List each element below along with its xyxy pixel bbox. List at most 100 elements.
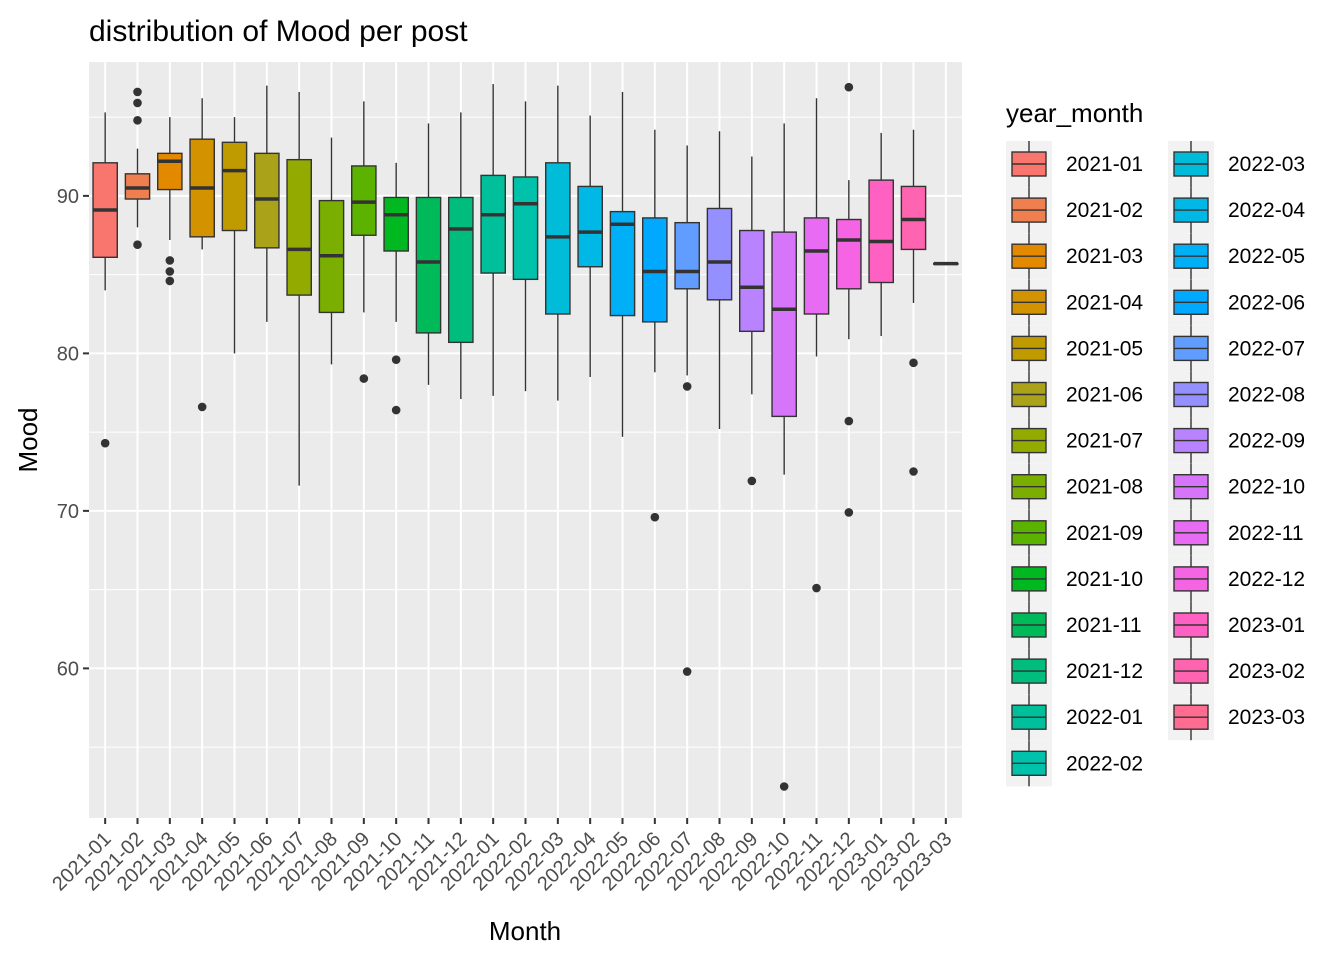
legend-label: 2022-12 bbox=[1228, 568, 1305, 591]
outlier-point bbox=[165, 256, 175, 265]
legend-item-2022-05: 2022-05 bbox=[1168, 233, 1305, 280]
legend-label: 2021-09 bbox=[1066, 522, 1143, 545]
box-2023-01 bbox=[868, 132, 894, 337]
outlier-point bbox=[165, 267, 175, 276]
legend-item-2021-10: 2021-10 bbox=[1006, 555, 1143, 602]
legend-label: 2022-08 bbox=[1228, 384, 1305, 407]
legend-item-2021-02: 2021-02 bbox=[1006, 187, 1143, 234]
legend-label: 2022-09 bbox=[1228, 430, 1305, 453]
legend-label: 2021-05 bbox=[1066, 337, 1143, 360]
box-body bbox=[836, 218, 862, 290]
legend-item-2022-06: 2022-06 bbox=[1168, 279, 1305, 326]
legend-item-2022-08: 2022-08 bbox=[1168, 371, 1305, 418]
legend: 2021-01 2021-02 2021-03 2021-04 2021-05 2021-… bbox=[1006, 141, 1305, 787]
legend-label: 2023-03 bbox=[1228, 706, 1305, 729]
box-2021-02 bbox=[124, 87, 151, 249]
legend-label: 2022-01 bbox=[1066, 706, 1143, 729]
box-2021-04 bbox=[189, 98, 215, 412]
x-axis-label: Month bbox=[489, 916, 561, 946]
legend-item-2022-12: 2022-12 bbox=[1168, 555, 1305, 602]
y-tick-label: 60 bbox=[57, 658, 79, 680]
legend-item-2022-10: 2022-10 bbox=[1168, 463, 1305, 510]
box-2022-03 bbox=[545, 85, 571, 401]
box-2022-10 bbox=[771, 123, 797, 791]
outlier-point bbox=[133, 240, 142, 249]
box-series bbox=[92, 82, 959, 791]
legend-label: 2023-01 bbox=[1228, 614, 1305, 637]
box-body bbox=[706, 207, 733, 301]
legend-label: 2021-01 bbox=[1066, 153, 1143, 176]
box-body bbox=[448, 196, 474, 344]
outlier-point bbox=[747, 476, 757, 486]
legend-label: 2022-04 bbox=[1228, 199, 1305, 222]
outlier-point bbox=[682, 667, 692, 676]
legend-item-2022-04: 2022-04 bbox=[1168, 187, 1305, 234]
outlier-point bbox=[844, 508, 854, 517]
legend-label: 2023-02 bbox=[1228, 660, 1305, 683]
outlier-point bbox=[779, 782, 789, 791]
chart-title: distribution of Mood per post bbox=[89, 15, 468, 48]
box-body bbox=[577, 185, 603, 268]
y-tick-label: 90 bbox=[57, 186, 79, 208]
box-2022-11 bbox=[803, 98, 830, 593]
legend-label: 2021-07 bbox=[1066, 430, 1143, 453]
box-2022-05 bbox=[609, 91, 636, 437]
box-body bbox=[221, 141, 248, 232]
outlier-point bbox=[909, 467, 918, 476]
legend-item-2021-03: 2021-03 bbox=[1006, 233, 1143, 280]
box-2022-06 bbox=[642, 129, 668, 522]
legend-label: 2022-11 bbox=[1228, 522, 1304, 545]
legend-item-2021-06: 2021-06 bbox=[1006, 371, 1143, 418]
y-tick-label: 70 bbox=[57, 501, 79, 523]
box-body bbox=[157, 152, 183, 191]
y-axis-label: Mood bbox=[13, 407, 43, 472]
legend-label: 2022-03 bbox=[1228, 153, 1305, 176]
legend-label: 2022-02 bbox=[1066, 752, 1143, 775]
legend-label: 2021-12 bbox=[1066, 660, 1143, 683]
outlier-point bbox=[133, 87, 142, 97]
outlier-point bbox=[197, 402, 207, 412]
box-2023-02 bbox=[900, 129, 927, 476]
outlier-point bbox=[682, 382, 692, 391]
legend-item-2022-02: 2022-02 bbox=[1006, 740, 1143, 787]
legend-label: 2022-06 bbox=[1228, 291, 1305, 314]
box-body bbox=[771, 231, 797, 418]
box-2022-02 bbox=[512, 101, 539, 392]
box-2022-01 bbox=[480, 84, 506, 396]
box-2022-08 bbox=[706, 131, 733, 429]
legend-item-2023-02: 2023-02 bbox=[1168, 648, 1305, 695]
box-body bbox=[868, 179, 894, 284]
outlier-point bbox=[359, 374, 369, 383]
legend-item-2021-08: 2021-08 bbox=[1006, 463, 1143, 510]
box-body bbox=[803, 217, 830, 315]
outlier-point bbox=[100, 438, 110, 448]
outlier-point bbox=[165, 276, 175, 286]
outlier-point bbox=[650, 512, 660, 522]
legend-label: 2021-02 bbox=[1066, 199, 1143, 222]
legend-item-2021-05: 2021-05 bbox=[1006, 325, 1143, 372]
legend-label: 2022-07 bbox=[1228, 337, 1305, 360]
box-2021-07 bbox=[286, 91, 312, 486]
legend-label: 2022-05 bbox=[1228, 245, 1305, 268]
box-2021-11 bbox=[415, 123, 442, 385]
legend-label: 2021-11 bbox=[1066, 614, 1142, 637]
box-body bbox=[739, 229, 765, 333]
box-body bbox=[415, 196, 442, 334]
box-body bbox=[480, 174, 506, 274]
legend-item-2022-07: 2022-07 bbox=[1168, 325, 1305, 372]
outlier-point bbox=[133, 98, 142, 108]
outlier-point bbox=[391, 405, 401, 415]
legend-item-2021-11: 2021-11 bbox=[1006, 602, 1142, 648]
box-body bbox=[609, 210, 636, 317]
box-2022-09 bbox=[739, 156, 765, 486]
box-2021-09 bbox=[351, 101, 377, 383]
box-body bbox=[286, 158, 312, 296]
outlier-point bbox=[844, 416, 854, 426]
outlier-point bbox=[909, 358, 918, 368]
y-axis: 60 70 80 90 bbox=[57, 186, 89, 680]
legend-item-2021-12: 2021-12 bbox=[1006, 648, 1143, 695]
box-2021-06 bbox=[254, 85, 280, 322]
box-2021-10 bbox=[383, 162, 409, 415]
outlier-point bbox=[133, 115, 142, 125]
